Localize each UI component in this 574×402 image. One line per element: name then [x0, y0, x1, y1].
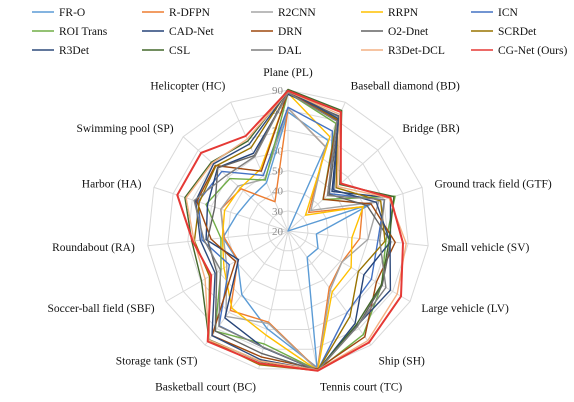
- axis-label: Plane (PL): [263, 67, 313, 79]
- axis-label: Tennis court (TC): [320, 382, 402, 394]
- legend-label: DAL: [278, 45, 302, 57]
- series-line: [197, 106, 386, 372]
- legend-label: R3Det-DCL: [388, 45, 445, 57]
- legend-label: R2CNN: [278, 7, 316, 19]
- legend-label: CG-Net (Ours): [498, 45, 567, 57]
- legend-label: R-DFPN: [169, 7, 211, 19]
- grid-ring: [147, 89, 429, 370]
- legend-label: FR-O: [59, 7, 85, 19]
- series-line: [185, 90, 407, 371]
- legend-label: ROI Trans: [59, 26, 108, 38]
- series-lines: [176, 88, 407, 372]
- series-line: [220, 107, 380, 371]
- axis-label: Soccer-ball field (SBF): [48, 303, 155, 315]
- tick-label: 40: [272, 186, 284, 198]
- axis-label: Ship (SH): [379, 356, 425, 368]
- tick-label: 90: [272, 85, 284, 97]
- axis-label: Ground track field (GTF): [435, 178, 552, 190]
- grid-spoke: [287, 230, 429, 247]
- tick-label: 20: [272, 226, 284, 238]
- grid-spoke: [147, 230, 289, 247]
- grid-spoke: [287, 230, 318, 370]
- legend-label: RRPN: [388, 7, 419, 19]
- legend-label: CAD-Net: [169, 26, 215, 38]
- series-line: [176, 89, 404, 372]
- legend-label: CSL: [169, 45, 190, 57]
- series-line: [220, 107, 364, 371]
- grid-ring: [167, 109, 409, 350]
- grid-ring: [187, 129, 389, 330]
- axis-label: Large vehicle (LV): [421, 303, 509, 315]
- series-line: [221, 92, 364, 372]
- legend: FR-O R-DFPN R2CNN RRPN ICN ROI Trans CAD-Net DR…: [32, 7, 567, 57]
- tick-label: 30: [272, 206, 284, 218]
- grid-ring: [207, 149, 369, 311]
- legend-label: O2-Dnet: [388, 26, 429, 38]
- series-line: [206, 90, 392, 372]
- tick-label: 60: [272, 145, 284, 157]
- axis-label: Swimming pool (SP): [76, 123, 173, 135]
- grid-spoke: [258, 230, 289, 370]
- axis-label: Baseball diamond (BD): [351, 80, 460, 92]
- axis-label: Small vehicle (SV): [441, 242, 529, 254]
- series-line: [196, 91, 396, 370]
- axis-label: Bridge (BR): [402, 123, 459, 135]
- series-line: [222, 111, 372, 368]
- axis-labels: Plane (PL) Baseball diamond (BD) Bridge (B…: [48, 67, 552, 394]
- legend-label: ICN: [498, 7, 519, 19]
- legend-label: DRN: [278, 26, 303, 38]
- grid-ring: [267, 210, 309, 252]
- axis-label: Harbor (HA): [82, 178, 142, 190]
- axis-label: Helicopter (HC): [150, 80, 225, 92]
- tick-label: 50: [272, 166, 284, 178]
- axis-label: Roundabout (RA): [52, 242, 135, 254]
- grid-spoke: [230, 101, 289, 232]
- axis-label: Basketball court (BC): [155, 382, 256, 394]
- axis-label: Storage tank (ST): [116, 356, 198, 368]
- legend-label: R3Det: [59, 45, 90, 57]
- series-line: [193, 92, 387, 372]
- legend-label: SCRDet: [498, 26, 537, 38]
